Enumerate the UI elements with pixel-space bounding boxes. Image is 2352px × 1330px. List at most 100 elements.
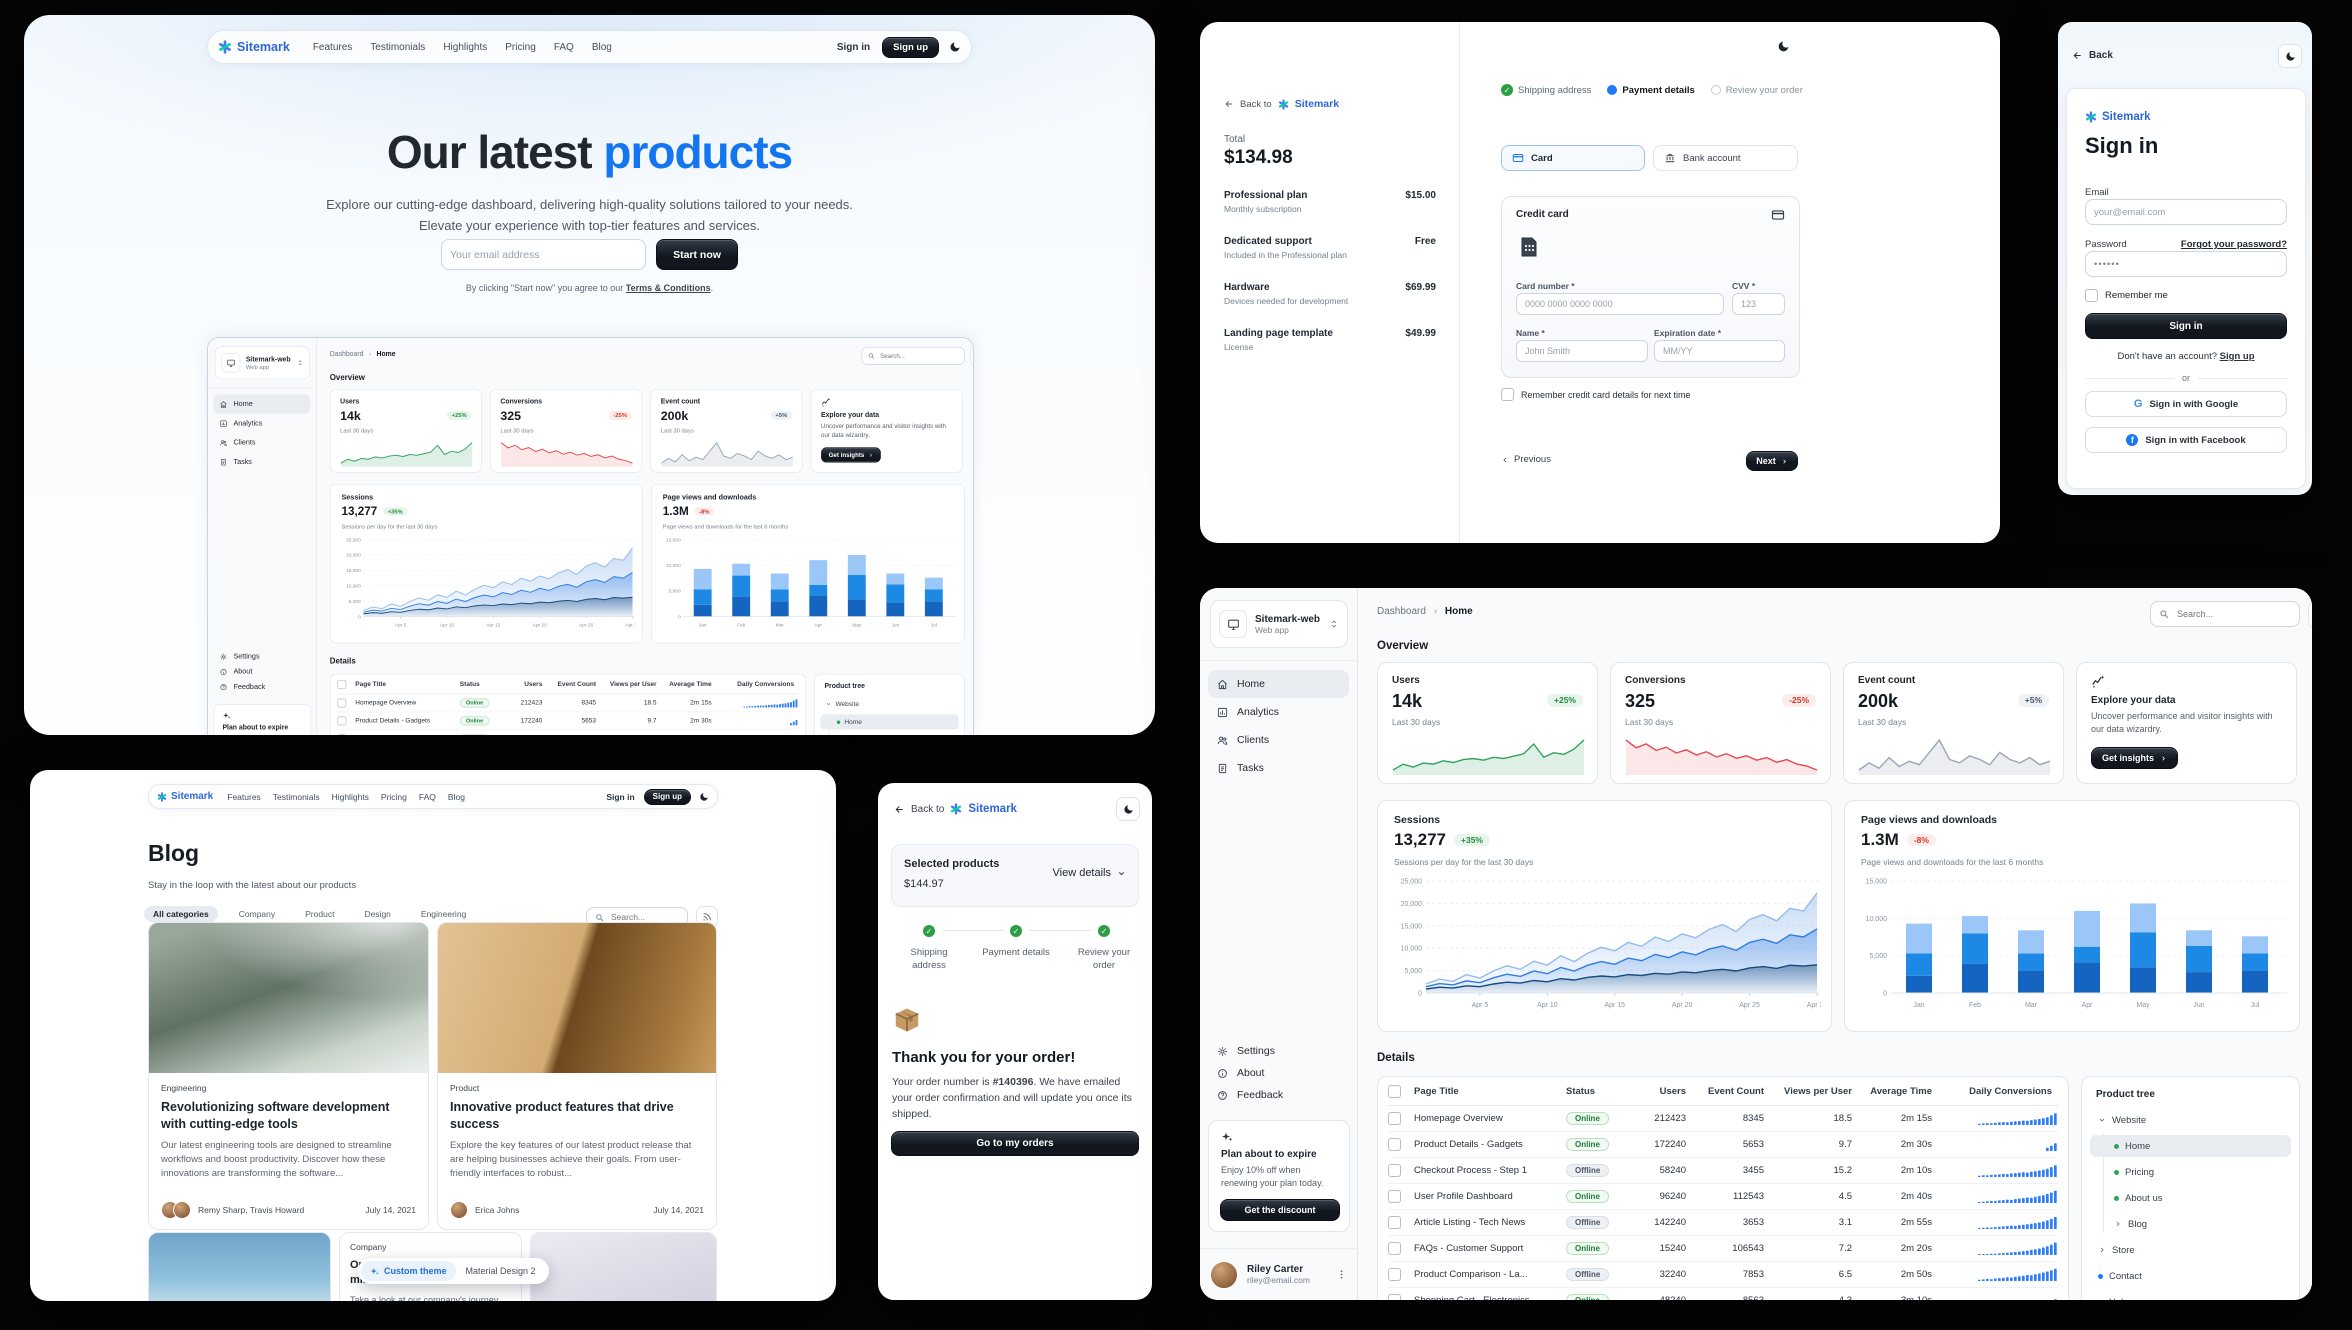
table-row[interactable]: Product Comparison - La... Offline 32240 78… (1388, 1262, 2058, 1288)
checkbox[interactable] (2085, 289, 2098, 302)
sign-in-link[interactable]: Sign in (836, 41, 871, 53)
row-checkbox[interactable] (1388, 1112, 1401, 1125)
dark-mode-toggle-icon[interactable] (949, 41, 961, 53)
table-row[interactable]: Checkout Process - Step 1Offline58240345… (337, 730, 798, 735)
go-to-orders-button[interactable]: Go to my orders (891, 1131, 1139, 1156)
tree-item-website[interactable]: Website (820, 696, 958, 711)
nav-link-faq[interactable]: FAQ (553, 41, 574, 53)
date-picker-button[interactable]: Apr 17, 2023 (970, 346, 973, 367)
row-checkbox[interactable] (1388, 1294, 1401, 1300)
breadcrumb-root[interactable]: Dashboard (329, 350, 364, 358)
sidebar-item-feedback[interactable]: Feedback (1208, 1084, 1349, 1106)
table-row[interactable]: Shopping Cart - ElectronicsOnline 4824085… (1388, 1288, 2058, 1300)
cvv-input[interactable] (1732, 293, 1785, 315)
table-row[interactable]: Article Listing - Tech News Offline 142240… (1388, 1210, 2058, 1236)
back-button[interactable]: Back (2072, 50, 2113, 61)
payment-type-bank[interactable]: Bank account (1653, 145, 1798, 171)
date-picker-button[interactable]: Apr 17, 2023 (2308, 601, 2312, 629)
sidebar-item-clients[interactable]: Clients (1208, 726, 1349, 754)
table-row[interactable]: FAQs - Customer Support Online 15240 106543… (1388, 1236, 2058, 1262)
back-arrow-icon[interactable] (1224, 99, 1234, 109)
table-row[interactable]: User Profile Dashboard Online 96240 112543 4… (1388, 1184, 2058, 1210)
sidebar-item-about[interactable]: About (1208, 1062, 1349, 1084)
blog-post-card[interactable]: Engineering Revolutionizing software dev… (148, 922, 429, 1230)
sidebar-item-analytics[interactable]: Analytics (214, 414, 311, 433)
tree-item-store[interactable]: Store (2090, 1239, 2291, 1261)
category-chip-all-categories[interactable]: All categories (144, 906, 218, 922)
breadcrumb-root[interactable]: Dashboard (1377, 606, 1426, 617)
search-input[interactable] (2175, 608, 2284, 620)
category-chip-design[interactable]: Design (364, 909, 391, 919)
sidebar-item-settings[interactable]: Settings (214, 649, 311, 664)
user-menu-icon[interactable] (1336, 1269, 1347, 1280)
forgot-password-link[interactable]: Forgot your password? (2180, 239, 2287, 250)
tree-item-website[interactable]: Website (2090, 1109, 2291, 1131)
tree-item-contact[interactable]: Contact (2090, 1265, 2291, 1287)
blog-post-card[interactable] (148, 1232, 331, 1301)
sidebar-item-settings[interactable]: Settings (1208, 1040, 1349, 1062)
row-checkbox[interactable] (337, 716, 347, 726)
get-discount-button[interactable]: Get the discount (1220, 1199, 1340, 1221)
nav-link-pricing[interactable]: Pricing (380, 791, 407, 802)
select-all-checkbox[interactable] (337, 679, 347, 689)
nav-link-features[interactable]: Features (312, 41, 353, 53)
nav-link-testimonials[interactable]: Testimonials (370, 41, 426, 53)
row-checkbox[interactable] (1388, 1268, 1401, 1281)
remember-me-row[interactable]: Remember me (2085, 289, 2168, 302)
facebook-signin-button[interactable]: f Sign in with Facebook (2085, 427, 2287, 453)
signup-link[interactable]: Sign up (2219, 351, 2255, 362)
search-input[interactable] (878, 351, 954, 361)
nav-link-blog[interactable]: Blog (591, 41, 612, 53)
workspace-select[interactable]: Sitemark-web Web app (1210, 600, 1348, 648)
search-input[interactable] (609, 911, 683, 923)
tree-item-pricing[interactable]: Pricing (820, 732, 958, 735)
row-checkbox[interactable] (1388, 1164, 1401, 1177)
nav-link-blog[interactable]: Blog (447, 791, 465, 802)
sign-in-link[interactable]: Sign in (606, 791, 635, 802)
search-input-wrap[interactable] (861, 346, 965, 365)
theme-option-md2[interactable]: Material Design 2 (456, 1266, 546, 1276)
dark-mode-toggle-icon[interactable] (699, 792, 709, 802)
workspace-select[interactable]: Sitemark-web Web app (214, 346, 310, 380)
sidebar-item-home[interactable]: Home (1208, 670, 1349, 698)
table-row[interactable]: Product Details - Gadgets Online 172240 565… (337, 712, 799, 731)
remember-card-row[interactable]: Remember credit card details for next ti… (1501, 388, 1691, 401)
category-chip-product[interactable]: Product (305, 909, 335, 919)
dark-mode-toggle[interactable] (2278, 44, 2302, 68)
row-checkbox[interactable] (1388, 1190, 1401, 1203)
search-input-wrap[interactable] (2150, 601, 2300, 627)
tree-item-blog[interactable]: Blog (2090, 1213, 2291, 1235)
table-row[interactable]: Homepage Overview Online 212423 8345 18.5 2m … (337, 694, 799, 713)
next-button[interactable]: Next (1746, 451, 1798, 471)
table-row[interactable]: Homepage Overview Online 212423 8345 18.5 2m … (1388, 1106, 2058, 1132)
tree-item-pricing[interactable]: Pricing (2090, 1161, 2291, 1183)
tree-item-home[interactable]: Home (2090, 1135, 2291, 1157)
tree-item-home[interactable]: Home (820, 714, 959, 730)
back-arrow-icon[interactable] (894, 804, 905, 815)
payment-type-card[interactable]: Card (1501, 145, 1645, 171)
dark-mode-toggle[interactable] (1116, 797, 1140, 821)
sidebar-item-feedback[interactable]: Feedback (214, 679, 311, 694)
back-to-label[interactable]: Back to (1240, 98, 1272, 110)
back-to-label[interactable]: Back to (911, 803, 945, 815)
sidebar-item-tasks[interactable]: Tasks (1208, 754, 1349, 782)
nav-link-pricing[interactable]: Pricing (505, 41, 536, 53)
email-input[interactable] (2085, 199, 2287, 225)
theme-option-custom[interactable]: Custom theme (361, 1261, 456, 1281)
dark-mode-toggle-icon[interactable] (1777, 40, 1790, 53)
row-checkbox[interactable] (1388, 1138, 1401, 1151)
sign-up-button[interactable]: Sign up (882, 36, 939, 58)
nav-link-faq[interactable]: FAQ (418, 791, 436, 802)
checkbox[interactable] (1501, 388, 1514, 401)
row-checkbox[interactable] (337, 734, 347, 735)
blog-post-card[interactable] (530, 1232, 717, 1301)
sidebar-item-tasks[interactable]: Tasks (214, 452, 311, 471)
tree-item-about-us[interactable]: About us (2090, 1187, 2291, 1209)
expiration-input[interactable] (1654, 340, 1785, 362)
password-input[interactable] (2085, 251, 2287, 277)
row-checkbox[interactable] (1388, 1216, 1401, 1229)
row-checkbox[interactable] (337, 698, 347, 708)
get-insights-button[interactable]: Get insights (821, 447, 881, 463)
row-checkbox[interactable] (1388, 1242, 1401, 1255)
